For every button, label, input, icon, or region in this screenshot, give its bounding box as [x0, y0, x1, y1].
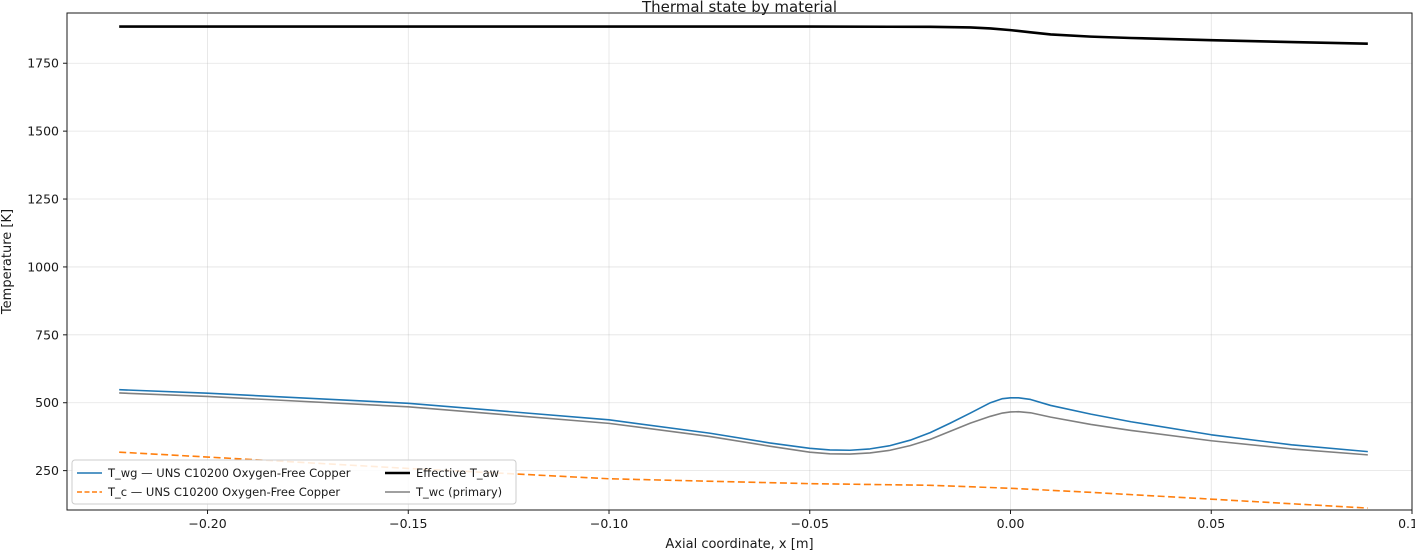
x-tick-label: −0.15 — [389, 516, 427, 531]
legend-box — [71, 459, 517, 505]
legend: T_wg — UNS C10200 Oxygen-Free Copper T_c … — [71, 459, 517, 505]
plot-frame — [66, 12, 1413, 511]
y-tick-label: 1500 — [27, 124, 59, 139]
y-tick-label: 750 — [35, 327, 59, 342]
chart-title: Thermal state by material — [641, 0, 837, 16]
y-axis-label: Temperature [K] — [0, 209, 15, 315]
series-line — [119, 25, 1368, 45]
legend-label: T_wg — UNS C10200 Oxygen-Free Copper — [107, 466, 351, 480]
x-tick-label: −0.10 — [590, 516, 628, 531]
x-tick-label: −0.20 — [188, 516, 226, 531]
legend-label: T_wc (primary) — [415, 485, 502, 499]
y-tick-label: 1000 — [27, 259, 59, 274]
series-line — [119, 392, 1368, 456]
series-line — [119, 388, 1368, 453]
y-tick-label: 1750 — [27, 56, 59, 71]
legend-label: T_c — UNS C10200 Oxygen-Free Copper — [107, 485, 340, 499]
y-tick-label: 500 — [35, 395, 59, 410]
x-axis-label: Axial coordinate, x [m] — [665, 537, 813, 551]
x-tick-label: 0.05 — [1197, 516, 1225, 531]
ticks-layer: −0.20 −0.15 −0.10 −0.05 0.00 0.05 0.10 250 500 75… — [27, 56, 1415, 531]
y-tick-label: 1250 — [27, 192, 59, 207]
x-tick-label: −0.05 — [791, 516, 829, 531]
y-tick-label: 250 — [35, 463, 59, 478]
legend-label: Effective T_aw — [416, 466, 499, 480]
x-tick-label: 0.00 — [997, 516, 1025, 531]
x-tick-label: 0.10 — [1398, 516, 1415, 531]
